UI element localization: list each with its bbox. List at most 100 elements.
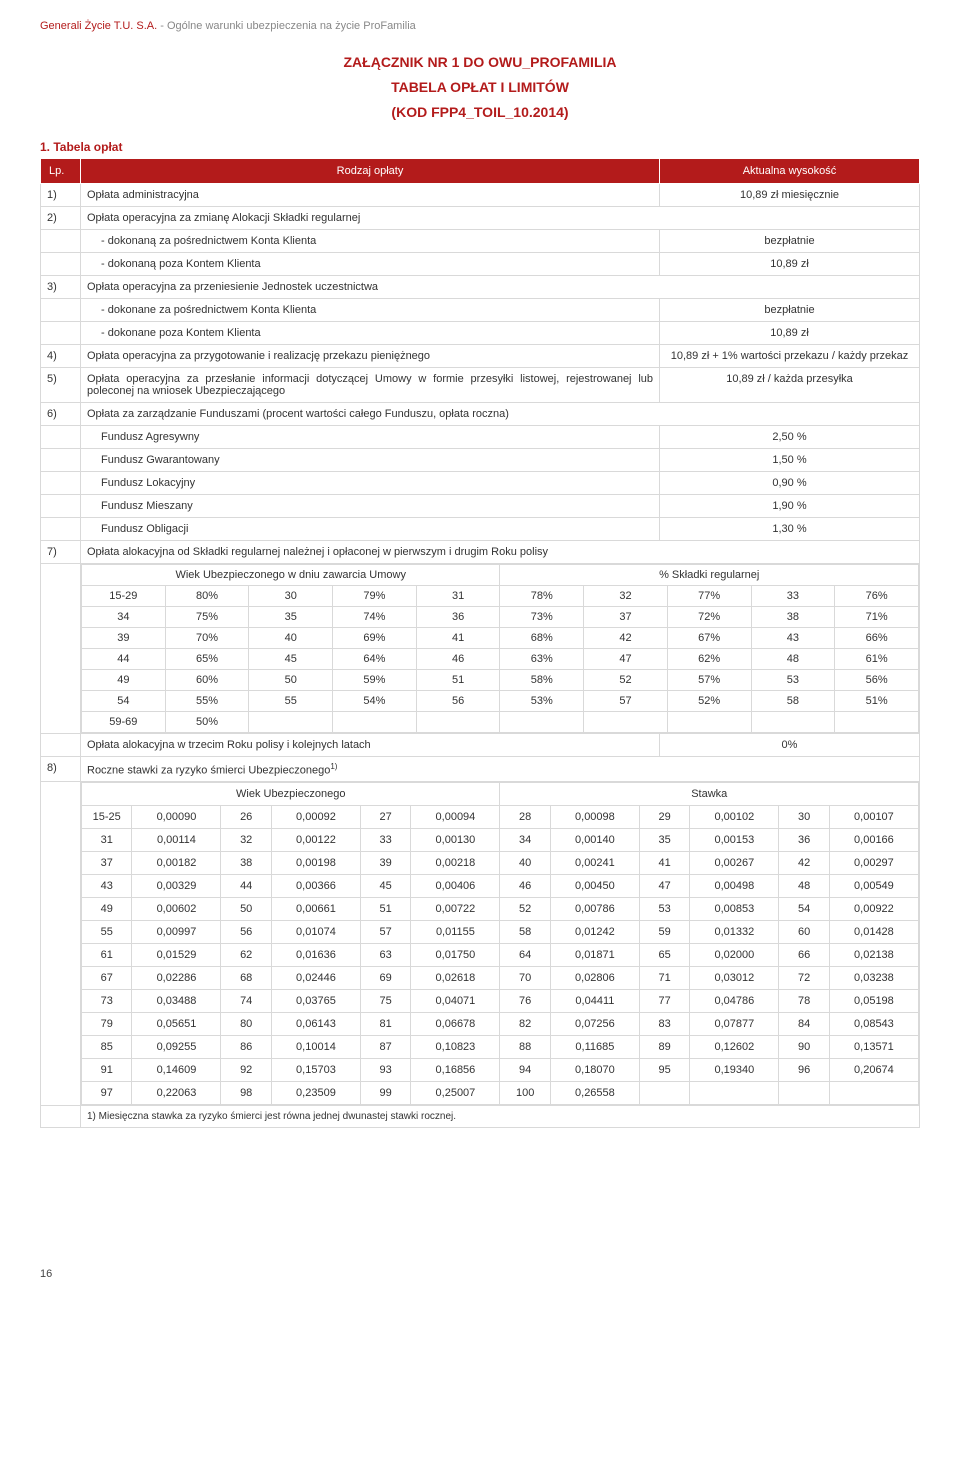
table-row: 8) Roczne stawki za ryzyko śmierci Ubezp… <box>41 756 920 782</box>
risk-table-row: 910,14609920,15703930,16856940,18070950,… <box>82 1059 919 1082</box>
risk-cell: 0,06678 <box>411 1013 500 1036</box>
risk-cell: 66 <box>779 944 829 967</box>
risk-cell: 0,00114 <box>132 829 221 852</box>
section-1-title: 1. Tabela opłat <box>40 140 920 154</box>
cell-lp <box>41 448 81 471</box>
cell-desc: Opłata operacyjna za przeniesienie Jedno… <box>81 275 920 298</box>
risk-table-row: 850,09255860,10014870,10823880,11685890,… <box>82 1036 919 1059</box>
risk-cell: 62 <box>221 944 271 967</box>
table-row: Fundusz Mieszany 1,90 % <box>41 494 920 517</box>
risk-cell: 70 <box>500 967 550 990</box>
risk-cell: 0,14609 <box>132 1059 221 1082</box>
age-table-header: Wiek Ubezpieczonego w dniu zawarcia Umow… <box>82 564 919 585</box>
risk-cell: 0,25007 <box>411 1082 500 1105</box>
risk-cell: 58 <box>500 921 550 944</box>
table-row: Fundusz Obligacji 1,30 % <box>41 517 920 540</box>
col-rodzaj: Rodzaj opłaty <box>81 158 660 183</box>
table-row: 4) Opłata operacyjna za przygotowanie i … <box>41 344 920 367</box>
risk-table-row: 550,00997560,01074570,01155580,01242590,… <box>82 921 919 944</box>
risk-cell: 0,01529 <box>132 944 221 967</box>
cell-desc: Opłata alokacyjna w trzecim Roku polisy … <box>81 733 660 756</box>
age-cell: 60% <box>165 669 249 690</box>
age-cell: 52% <box>667 690 751 711</box>
risk-cell: 0,13571 <box>829 1036 918 1059</box>
risk-cell: 36 <box>779 829 829 852</box>
risk-cell: 51 <box>360 898 410 921</box>
risk-cell: 88 <box>500 1036 550 1059</box>
risk-cell: 31 <box>82 829 132 852</box>
age-table-row: 15-2980%3079%3178%3277%3376% <box>82 585 919 606</box>
age-cell <box>333 711 417 732</box>
risk-cell: 0,00107 <box>829 806 918 829</box>
cell-desc: Opłata operacyjna za przygotowanie i rea… <box>81 344 660 367</box>
risk-cell: 68 <box>221 967 271 990</box>
age-cell: 51% <box>835 690 919 711</box>
cell-lp: 5) <box>41 367 81 402</box>
risk-cell: 0,01428 <box>829 921 918 944</box>
table-header-row: Lp. Rodzaj opłaty Aktualna wysokość <box>41 158 920 183</box>
age-cell: 65% <box>165 648 249 669</box>
age-hdr-left: Wiek Ubezpieczonego w dniu zawarcia Umow… <box>82 564 500 585</box>
cell-val: bezpłatnie <box>660 298 920 321</box>
age-cell: 40 <box>249 627 333 648</box>
table-row: Opłata alokacyjna w trzecim Roku polisy … <box>41 733 920 756</box>
col-lp: Lp. <box>41 158 81 183</box>
cell-desc: Fundusz Mieszany <box>81 494 660 517</box>
risk-cell: 0,01750 <box>411 944 500 967</box>
cell-lp <box>41 298 81 321</box>
risk-cell: 0,00997 <box>132 921 221 944</box>
age-table-row: 4960%5059%5158%5257%5356% <box>82 669 919 690</box>
age-cell: 58 <box>751 690 835 711</box>
page: Generali Życie T.U. S.A. - Ogólne warunk… <box>0 0 960 1310</box>
risk-cell: 0,01155 <box>411 921 500 944</box>
risk-cell: 41 <box>639 852 689 875</box>
age-cell: 36 <box>416 606 500 627</box>
risk-cell: 83 <box>639 1013 689 1036</box>
age-cell <box>416 711 500 732</box>
risk-cell: 0,00406 <box>411 875 500 898</box>
title-line-3: (KOD FPP4_TOIL_10.2014) <box>40 100 920 125</box>
risk-table-row: 670,02286680,02446690,02618700,02806710,… <box>82 967 919 990</box>
age-cell: 69% <box>333 627 417 648</box>
risk-cell <box>829 1082 918 1105</box>
document-title: ZAŁĄCZNIK NR 1 DO OWU_PROFAMILIA TABELA … <box>40 50 920 126</box>
risk-cell: 34 <box>500 829 550 852</box>
risk-cell: 0,04411 <box>550 990 639 1013</box>
risk-cell: 0,01242 <box>550 921 639 944</box>
table-row: Fundusz Gwarantowany 1,50 % <box>41 448 920 471</box>
risk-cell: 55 <box>82 921 132 944</box>
risk-table-header: Wiek Ubezpieczonego Stawka <box>82 783 919 806</box>
age-cell: 59% <box>333 669 417 690</box>
risk-cell: 0,00094 <box>411 806 500 829</box>
risk-title-sup: 1) <box>330 762 337 771</box>
risk-cell: 0,00092 <box>271 806 360 829</box>
cell-val: bezpłatnie <box>660 229 920 252</box>
risk-cell: 0,01636 <box>271 944 360 967</box>
risk-cell: 0,00140 <box>550 829 639 852</box>
risk-cell: 65 <box>639 944 689 967</box>
table-row: 7) Opłata alokacyjna od Składki regularn… <box>41 540 920 563</box>
risk-cell: 0,00098 <box>550 806 639 829</box>
risk-table-row: 430,00329440,00366450,00406460,00450470,… <box>82 875 919 898</box>
cell-val: 0,90 % <box>660 471 920 494</box>
cell-lp <box>41 229 81 252</box>
age-cell: 45 <box>249 648 333 669</box>
risk-cell: 45 <box>360 875 410 898</box>
risk-cell: 0,16856 <box>411 1059 500 1082</box>
cell-desc: - dokonane za pośrednictwem Konta Klient… <box>81 298 660 321</box>
risk-cell: 78 <box>779 990 829 1013</box>
risk-table-row: 970,22063980,23509990,250071000,26558 <box>82 1082 919 1105</box>
table-row: - dokonaną za pośrednictwem Konta Klient… <box>41 229 920 252</box>
cell-val: 1,50 % <box>660 448 920 471</box>
age-cell: 52 <box>584 669 668 690</box>
age-cell: 44 <box>82 648 166 669</box>
risk-cell: 76 <box>500 990 550 1013</box>
risk-cell: 0,00853 <box>690 898 779 921</box>
risk-cell: 44 <box>221 875 271 898</box>
cell-val: 10,89 zł <box>660 252 920 275</box>
risk-cell: 63 <box>360 944 410 967</box>
risk-cell: 28 <box>500 806 550 829</box>
risk-cell: 73 <box>82 990 132 1013</box>
cell-lp <box>41 471 81 494</box>
cell-desc: - dokonaną poza Kontem Klienta <box>81 252 660 275</box>
